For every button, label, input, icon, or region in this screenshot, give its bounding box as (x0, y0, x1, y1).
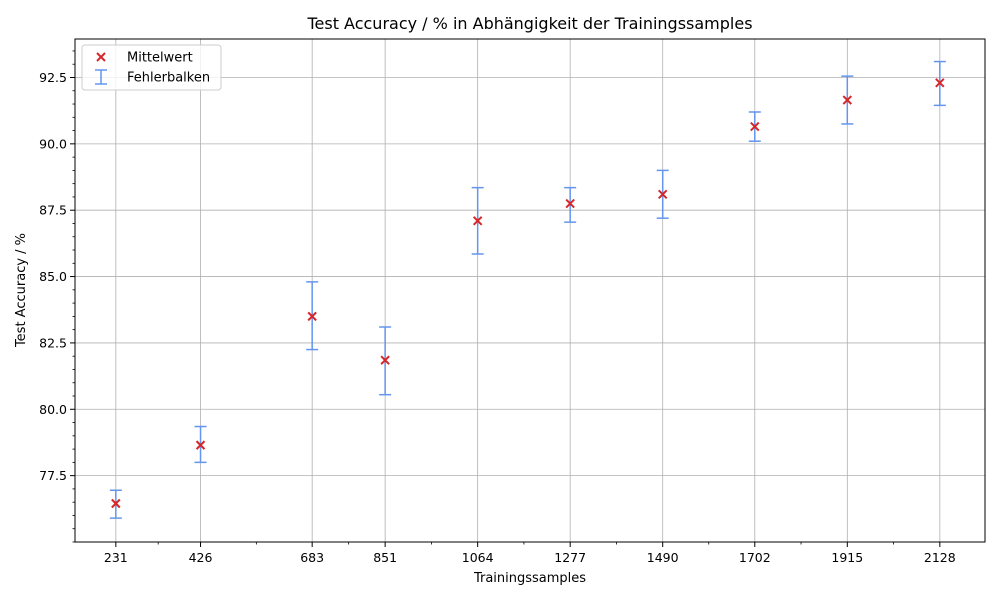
x-tick-label: 231 (104, 550, 128, 565)
x-tick-label: 1490 (647, 550, 679, 565)
axes: 231 426 683 851 1064 1277 1490 1702 1915 2128 77.5… (39, 38, 986, 565)
mean-point (380, 355, 390, 365)
x-tick-label: 1277 (554, 550, 586, 565)
mean-point (195, 440, 206, 450)
x-tick-label: 2128 (924, 550, 956, 565)
mean-point (657, 189, 668, 199)
y-tick-label: 77.5 (39, 468, 67, 483)
y-tick-label: 82.5 (39, 335, 67, 350)
legend-marker-fehlerbalken (95, 69, 107, 85)
x-tick-label: 1702 (739, 550, 771, 565)
mean-point (565, 198, 575, 209)
mean-point (307, 311, 317, 322)
legend-marker-mittelwert (96, 52, 106, 62)
mean-point (842, 95, 853, 105)
legend-box (81, 44, 222, 91)
x-tick-label: 683 (300, 550, 324, 565)
data-marks (109, 60, 946, 519)
y-tick-label: 87.5 (39, 203, 67, 218)
x-tick-label: 426 (189, 550, 213, 565)
y-tick-label: 92.5 (39, 70, 67, 85)
chart-title: Test Accuracy / % in Abhängigkeit der Tr… (306, 14, 752, 33)
x-tick-label: 851 (373, 550, 397, 565)
plot-frame (74, 38, 986, 543)
y-axis-label: Test Accuracy / % (14, 233, 29, 348)
y-tick-label: 85.0 (39, 269, 67, 284)
legend: Mittelwert Fehlerbalken (81, 44, 222, 91)
x-axis-label: Trainingssamples (473, 571, 586, 586)
legend-label-fehlerbalken: Fehlerbalken (127, 71, 210, 86)
mean-point (472, 216, 483, 226)
x-tick-label: 1064 (462, 550, 494, 565)
y-tick-label: 80.0 (39, 402, 67, 417)
mean-point (750, 121, 760, 132)
mean-point (935, 78, 945, 88)
legend-label-mittelwert: Mittelwert (127, 51, 193, 66)
mean-point (111, 498, 121, 509)
y-tick-label: 90.0 (39, 136, 67, 151)
x-tick-label: 1915 (831, 550, 863, 565)
